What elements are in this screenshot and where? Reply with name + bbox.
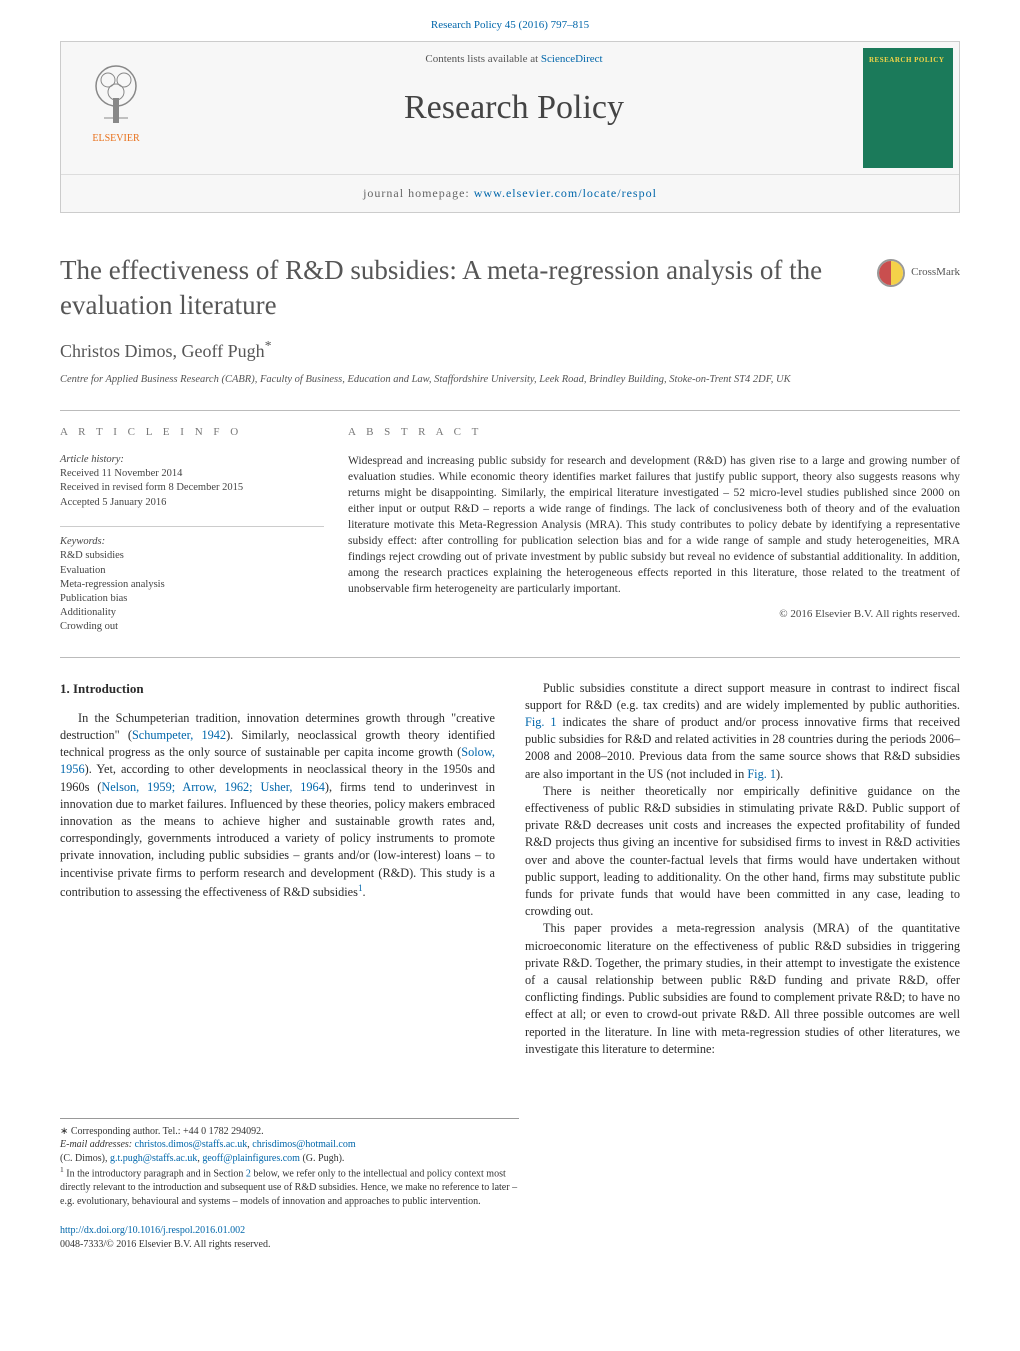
elsevier-tree-icon bbox=[86, 58, 146, 128]
author-names: Christos Dimos, Geoff Pugh bbox=[60, 341, 265, 361]
history-label: Article history: bbox=[60, 453, 324, 468]
abstract-heading: a b s t r a c t bbox=[348, 425, 960, 440]
header-center: Contents lists available at ScienceDirec… bbox=[171, 42, 857, 155]
crossmark-icon bbox=[877, 259, 905, 287]
email-label: E-mail addresses: bbox=[60, 1139, 135, 1150]
section-divider bbox=[60, 657, 960, 658]
col2-para-1: Public subsidies constitute a direct sup… bbox=[525, 680, 960, 783]
crossmark-label: CrossMark bbox=[911, 265, 960, 280]
article-info: a r t i c l e i n f o Article history: R… bbox=[60, 411, 348, 634]
fig-1-ref-b[interactable]: Fig. 1 bbox=[747, 767, 776, 781]
cite-schumpeter[interactable]: Schumpeter, 1942 bbox=[132, 728, 226, 742]
p1d: ), firms tend to underinvest in innovati… bbox=[60, 780, 495, 899]
keyword-4: Additionality bbox=[60, 606, 324, 620]
history-line-0: Received 11 November 2014 bbox=[60, 467, 324, 481]
header-row: ELSEVIER Contents lists available at Sci… bbox=[61, 42, 959, 175]
cite-nelson-arrow-usher[interactable]: Nelson, 1959; Arrow, 1962; Usher, 1964 bbox=[101, 780, 325, 794]
c2p1b: indicates the share of product and/or pr… bbox=[525, 715, 960, 781]
article-title: The effectiveness of R&D subsidies: A me… bbox=[60, 253, 960, 323]
journal-name: Research Policy bbox=[171, 84, 857, 132]
homepage-line: journal homepage: www.elsevier.com/locat… bbox=[61, 175, 959, 212]
email-line: E-mail addresses: christos.dimos@staffs.… bbox=[60, 1138, 519, 1152]
body-columns: 1. Introduction In the Schumpeterian tra… bbox=[60, 680, 960, 1058]
keywords-label: Keywords: bbox=[60, 535, 324, 550]
sciencedirect-link[interactable]: ScienceDirect bbox=[541, 53, 603, 65]
column-right: Public subsidies constitute a direct sup… bbox=[525, 680, 960, 1058]
c2p1c: ). bbox=[776, 767, 783, 781]
crossmark-badge[interactable]: CrossMark bbox=[877, 259, 960, 287]
keyword-2: Meta-regression analysis bbox=[60, 578, 324, 592]
footer-identifiers: http://dx.doi.org/10.1016/j.respol.2016.… bbox=[60, 1224, 960, 1251]
footnotes: ∗ Corresponding author. Tel.: +44 0 1782… bbox=[60, 1118, 519, 1208]
contents-prefix: Contents lists available at bbox=[425, 53, 540, 65]
history-line-2: Accepted 5 January 2016 bbox=[60, 496, 324, 510]
top-citation-link[interactable]: Research Policy 45 (2016) 797–815 bbox=[431, 19, 589, 31]
homepage-prefix: journal homepage: bbox=[363, 186, 474, 200]
footnote-1: 1 In the introductory paragraph and in S… bbox=[60, 1165, 519, 1208]
abstract-copyright: © 2016 Elsevier B.V. All rights reserved… bbox=[348, 607, 960, 622]
info-abstract-row: a r t i c l e i n f o Article history: R… bbox=[60, 410, 960, 634]
authors: Christos Dimos, Geoff Pugh* bbox=[60, 337, 960, 364]
top-citation: Research Policy 45 (2016) 797–815 bbox=[0, 0, 1020, 41]
contents-line: Contents lists available at ScienceDirec… bbox=[171, 52, 857, 67]
article-info-heading: a r t i c l e i n f o bbox=[60, 425, 324, 440]
keywords-block: Keywords: R&D subsidies Evaluation Meta-… bbox=[60, 526, 324, 635]
article-header: The effectiveness of R&D subsidies: A me… bbox=[60, 253, 960, 323]
email-3[interactable]: g.t.pugh@staffs.ac.uk bbox=[110, 1153, 197, 1164]
col2-para-2: There is neither theoretically nor empir… bbox=[525, 783, 960, 921]
journal-header: ELSEVIER Contents lists available at Sci… bbox=[60, 41, 960, 213]
abstract-text: Widespread and increasing public subsidy… bbox=[348, 453, 960, 598]
elsevier-label: ELSEVIER bbox=[92, 132, 139, 146]
c2p1a: Public subsidies constitute a direct sup… bbox=[525, 681, 960, 712]
section-1-heading: 1. Introduction bbox=[60, 680, 495, 698]
col2-para-3: This paper provides a meta-regression an… bbox=[525, 920, 960, 1058]
history-line-1: Received in revised form 8 December 2015 bbox=[60, 481, 324, 495]
keyword-3: Publication bias bbox=[60, 592, 324, 606]
issn-copyright: 0048-7333/© 2016 Elsevier B.V. All right… bbox=[60, 1239, 270, 1250]
email-line-2: (C. Dimos), g.t.pugh@staffs.ac.uk, geoff… bbox=[60, 1152, 519, 1166]
email-suffix-2: (G. Pugh). bbox=[300, 1153, 344, 1164]
email-4[interactable]: geoff@plainfigures.com bbox=[202, 1153, 300, 1164]
keyword-0: R&D subsidies bbox=[60, 549, 324, 563]
email-1[interactable]: christos.dimos@staffs.ac.uk bbox=[135, 1139, 248, 1150]
keyword-5: Crowding out bbox=[60, 620, 324, 634]
doi-link[interactable]: http://dx.doi.org/10.1016/j.respol.2016.… bbox=[60, 1225, 245, 1236]
corr-author-footnote: ∗ Corresponding author. Tel.: +44 0 1782… bbox=[60, 1125, 519, 1139]
abstract: a b s t r a c t Widespread and increasin… bbox=[348, 411, 960, 634]
affiliation: Centre for Applied Business Research (CA… bbox=[60, 373, 960, 387]
cover-label: RESEARCH POLICY bbox=[869, 56, 944, 66]
email-2[interactable]: chrisdimos@hotmail.com bbox=[252, 1139, 355, 1150]
column-left: 1. Introduction In the Schumpeterian tra… bbox=[60, 680, 495, 1058]
elsevier-logo[interactable]: ELSEVIER bbox=[61, 42, 171, 162]
journal-cover-thumbnail[interactable]: RESEARCH POLICY bbox=[863, 48, 953, 168]
intro-para-1: In the Schumpeterian tradition, innovati… bbox=[60, 710, 495, 901]
email-suffix-1: (C. Dimos), bbox=[60, 1153, 110, 1164]
fig-1-ref-a[interactable]: Fig. 1 bbox=[525, 715, 557, 729]
p1e: . bbox=[363, 885, 366, 899]
corr-marker: * bbox=[265, 338, 272, 353]
keyword-1: Evaluation bbox=[60, 564, 324, 578]
homepage-link[interactable]: www.elsevier.com/locate/respol bbox=[474, 186, 657, 200]
fn1a: In the introductory paragraph and in Sec… bbox=[64, 1169, 246, 1180]
